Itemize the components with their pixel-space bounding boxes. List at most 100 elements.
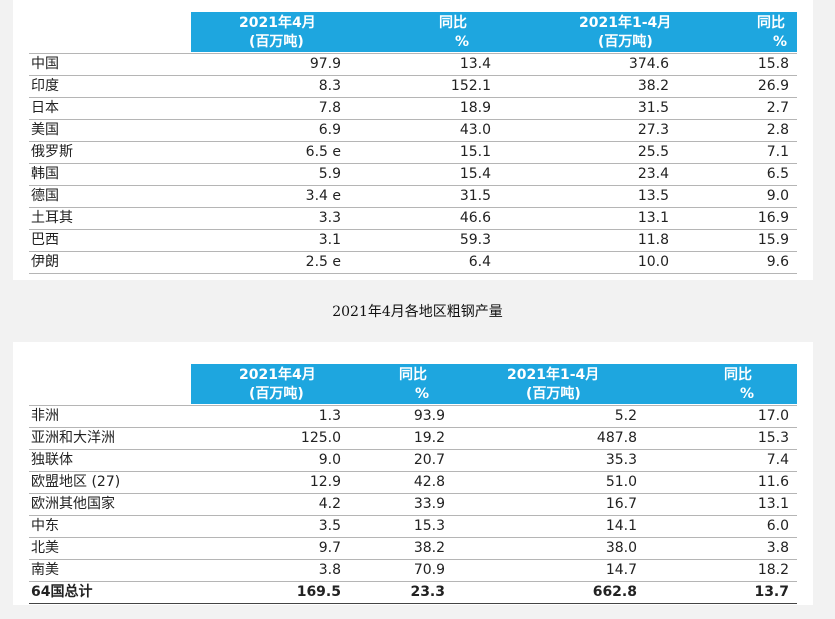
header-month-unit: (百万吨) — [249, 34, 304, 50]
region-table-body: 非洲 1.3 93.9 5.2 17.0 亚洲和大洋洲 125.0 19.2 487.8 15.3… — [29, 405, 797, 604]
cell-v1: 8.3 — [318, 78, 341, 94]
cell-v1: 3.8 — [318, 562, 341, 578]
cell-v2: 15.3 — [413, 518, 445, 534]
cell-v2: 15.1 — [459, 144, 491, 160]
header-month-unit: (百万吨) — [249, 386, 304, 402]
cell-v3: 14.7 — [605, 562, 637, 578]
cell-v2: 59.3 — [459, 232, 491, 248]
header-ytd-yoy-unit: % — [740, 386, 755, 402]
cell-v4: 3.8 — [766, 540, 789, 556]
row-label: 欧洲其他国家 — [31, 496, 115, 512]
row-label: 日本 — [31, 100, 59, 116]
cell-v4: 16.9 — [757, 210, 789, 226]
cell-v2: 46.6 — [459, 210, 491, 226]
header-ytd-label: 2021年1-4月 — [579, 15, 672, 31]
cell-v1: 6.5 e — [305, 144, 341, 160]
country-table-body: 中国 97.9 13.4 374.6 15.8 印度 8.3 152.1 38.2 26.9 日本 7… — [29, 53, 797, 274]
header-ytd-unit: (百万吨) — [598, 34, 653, 50]
cell-v1: 3.1 — [318, 232, 341, 248]
table-row: 土耳其 3.3 46.6 13.1 16.9 — [29, 208, 797, 230]
cell-v1: 2.5 e — [305, 254, 341, 270]
cell-v4: 17.0 — [757, 408, 789, 424]
cell-v4: 26.9 — [757, 78, 789, 94]
table-row: 非洲 1.3 93.9 5.2 17.0 — [29, 405, 797, 428]
header-ytd-unit: (百万吨) — [526, 386, 581, 402]
table-row: 印度 8.3 152.1 38.2 26.9 — [29, 76, 797, 98]
cell-v1: 3.3 — [318, 210, 341, 226]
cell-v3: 13.5 — [637, 188, 669, 204]
row-label: 印度 — [31, 78, 59, 94]
table-row: 欧洲其他国家 4.2 33.9 16.7 13.1 — [29, 494, 797, 516]
table-row: 南美 3.8 70.9 14.7 18.2 — [29, 560, 797, 582]
row-label: 64国总计 — [31, 584, 93, 600]
cell-v2: 20.7 — [413, 452, 445, 468]
header-ytd-yoy-label: 同比 — [757, 15, 785, 31]
header-month-label: 2021年4月 — [239, 15, 316, 31]
cell-v2: 18.9 — [459, 100, 491, 116]
table-row: 欧盟地区 (27) 12.9 42.8 51.0 11.6 — [29, 472, 797, 494]
header-yoy-unit: % — [415, 386, 430, 402]
table-row: 美国 6.9 43.0 27.3 2.8 — [29, 120, 797, 142]
row-label: 欧盟地区 (27) — [31, 474, 121, 490]
cell-v3: 487.8 — [596, 430, 637, 446]
cell-v1: 125.0 — [300, 430, 341, 446]
cell-v4: 9.6 — [766, 254, 789, 270]
cell-v4: 15.3 — [757, 430, 789, 446]
cell-v3: 38.2 — [637, 78, 669, 94]
cell-v3: 11.8 — [637, 232, 669, 248]
region-table-header: 2021年4月 (百万吨) 同比 % 2021年1-4月 (百万吨) 同比 % — [191, 364, 797, 404]
cell-v2: 33.9 — [413, 496, 445, 512]
cell-v2: 31.5 — [459, 188, 491, 204]
cell-v3: 31.5 — [637, 100, 669, 116]
header-yoy-label: 同比 — [439, 15, 467, 31]
cell-v3: 10.0 — [637, 254, 669, 270]
table-row: 德国 3.4 e 31.5 13.5 9.0 — [29, 186, 797, 208]
cell-v3: 13.1 — [637, 210, 669, 226]
cell-v4: 13.7 — [754, 584, 789, 600]
row-label: 非洲 — [31, 408, 59, 424]
cell-v3: 14.1 — [605, 518, 637, 534]
cell-v1: 3.5 — [318, 518, 341, 534]
table-row: 伊朗 2.5 e 6.4 10.0 9.6 — [29, 252, 797, 274]
cell-v1: 6.9 — [318, 122, 341, 138]
cell-v1: 4.2 — [318, 496, 341, 512]
cell-v3: 27.3 — [637, 122, 669, 138]
cell-v2: 6.4 — [468, 254, 491, 270]
cell-v2: 70.9 — [413, 562, 445, 578]
cell-v3: 35.3 — [605, 452, 637, 468]
table-row: 亚洲和大洋洲 125.0 19.2 487.8 15.3 — [29, 428, 797, 450]
total-row: 64国总计 169.5 23.3 662.8 13.7 — [29, 582, 797, 604]
cell-v2: 152.1 — [450, 78, 491, 94]
header-ytd-label: 2021年1-4月 — [507, 367, 600, 383]
cell-v3: 23.4 — [637, 166, 669, 182]
cell-v4: 7.1 — [766, 144, 789, 160]
row-label: 中国 — [31, 56, 59, 72]
cell-v3: 5.2 — [614, 408, 637, 424]
country-table-header: 2021年4月 (百万吨) 同比 % 2021年1-4月 (百万吨) 同比 % — [191, 12, 797, 52]
header-month-label: 2021年4月 — [239, 367, 316, 383]
cell-v4: 6.5 — [766, 166, 789, 182]
cell-v4: 13.1 — [757, 496, 789, 512]
cell-v2: 19.2 — [413, 430, 445, 446]
cell-v4: 6.0 — [766, 518, 789, 534]
row-label: 亚洲和大洋洲 — [31, 430, 115, 446]
cell-v4: 2.8 — [766, 122, 789, 138]
cell-v3: 374.6 — [628, 56, 669, 72]
cell-v3: 38.0 — [605, 540, 637, 556]
row-label: 中东 — [31, 518, 59, 534]
row-label: 伊朗 — [31, 254, 59, 270]
row-label: 德国 — [31, 188, 59, 204]
header-ytd-yoy-unit: % — [773, 34, 788, 50]
table-row: 巴西 3.1 59.3 11.8 15.9 — [29, 230, 797, 252]
cell-v1: 7.8 — [318, 100, 341, 116]
country-table-panel: 2021年4月 (百万吨) 同比 % 2021年1-4月 (百万吨) 同比 % … — [13, 0, 813, 280]
row-label: 独联体 — [31, 452, 73, 468]
table-row: 日本 7.8 18.9 31.5 2.7 — [29, 98, 797, 120]
row-label: 巴西 — [31, 232, 59, 248]
cell-v1: 9.0 — [318, 452, 341, 468]
cell-v3: 25.5 — [637, 144, 669, 160]
cell-v1: 169.5 — [296, 584, 341, 600]
cell-v3: 51.0 — [605, 474, 637, 490]
table-row: 中东 3.5 15.3 14.1 6.0 — [29, 516, 797, 538]
table-row: 独联体 9.0 20.7 35.3 7.4 — [29, 450, 797, 472]
